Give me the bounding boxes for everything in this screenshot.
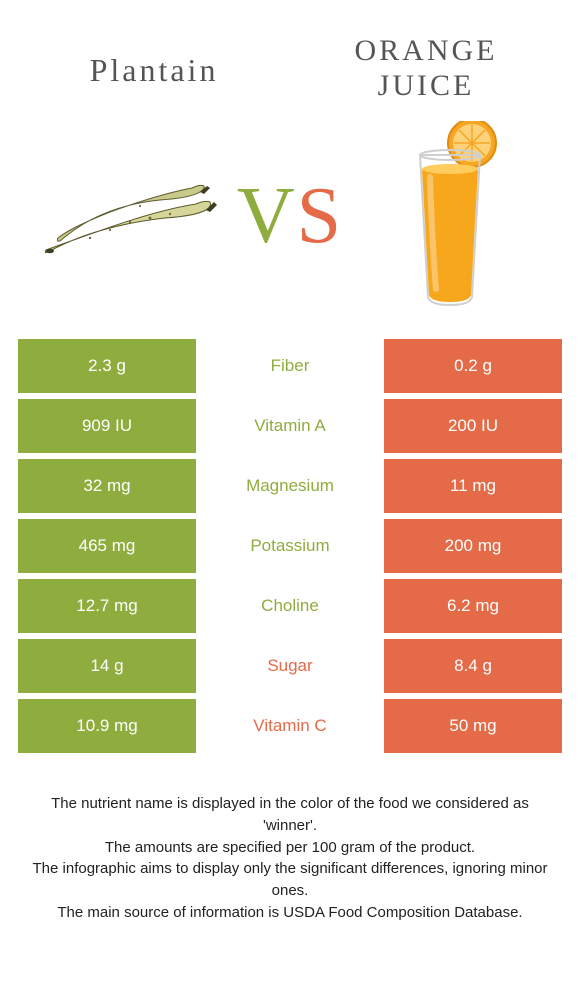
- left-value: 12.7 mg: [18, 579, 196, 633]
- orange-juice-icon: [380, 121, 520, 311]
- page: Plantain ORANGE JUICE: [0, 0, 580, 994]
- nutrient-label: Vitamin A: [196, 399, 384, 453]
- vs-label: VS: [237, 171, 343, 262]
- table-row: 465 mgPotassium200 mg: [18, 519, 562, 575]
- footnotes: The nutrient name is displayed in the co…: [18, 793, 562, 924]
- right-value: 200 mg: [384, 519, 562, 573]
- nutrient-label: Choline: [196, 579, 384, 633]
- left-title: Plantain: [18, 34, 290, 89]
- left-value: 909 IU: [18, 399, 196, 453]
- right-value: 11 mg: [384, 459, 562, 513]
- left-image: [24, 156, 237, 276]
- hero-row: VS: [18, 121, 562, 311]
- footnote-line: The amounts are specified per 100 gram o…: [26, 837, 554, 859]
- right-title-line1: ORANGE: [355, 34, 498, 67]
- nutrient-table: 2.3 gFiber0.2 g909 IUVitamin A200 IU32 m…: [18, 339, 562, 755]
- nutrient-label: Fiber: [196, 339, 384, 393]
- left-value: 2.3 g: [18, 339, 196, 393]
- right-value: 50 mg: [384, 699, 562, 753]
- table-row: 12.7 mgCholine6.2 mg: [18, 579, 562, 635]
- table-row: 14 gSugar8.4 g: [18, 639, 562, 695]
- right-image: [343, 121, 556, 311]
- nutrient-label: Magnesium: [196, 459, 384, 513]
- vs-s: S: [297, 171, 344, 262]
- footnote-line: The main source of information is USDA F…: [26, 902, 554, 924]
- vs-v: V: [237, 171, 297, 262]
- right-title: ORANGE JUICE: [290, 34, 562, 103]
- table-row: 909 IUVitamin A200 IU: [18, 399, 562, 455]
- nutrient-label: Sugar: [196, 639, 384, 693]
- table-row: 10.9 mgVitamin C50 mg: [18, 699, 562, 755]
- table-row: 32 mgMagnesium11 mg: [18, 459, 562, 515]
- nutrient-label: Potassium: [196, 519, 384, 573]
- right-value: 8.4 g: [384, 639, 562, 693]
- footnote-line: The infographic aims to display only the…: [26, 858, 554, 902]
- nutrient-label: Vitamin C: [196, 699, 384, 753]
- right-value: 200 IU: [384, 399, 562, 453]
- plantain-icon: [40, 156, 220, 276]
- left-value: 10.9 mg: [18, 699, 196, 753]
- table-row: 2.3 gFiber0.2 g: [18, 339, 562, 395]
- right-value: 6.2 mg: [384, 579, 562, 633]
- left-value: 14 g: [18, 639, 196, 693]
- left-value: 32 mg: [18, 459, 196, 513]
- left-value: 465 mg: [18, 519, 196, 573]
- titles-row: Plantain ORANGE JUICE: [18, 34, 562, 103]
- right-title-line2: JUICE: [378, 69, 475, 102]
- right-value: 0.2 g: [384, 339, 562, 393]
- footnote-line: The nutrient name is displayed in the co…: [26, 793, 554, 837]
